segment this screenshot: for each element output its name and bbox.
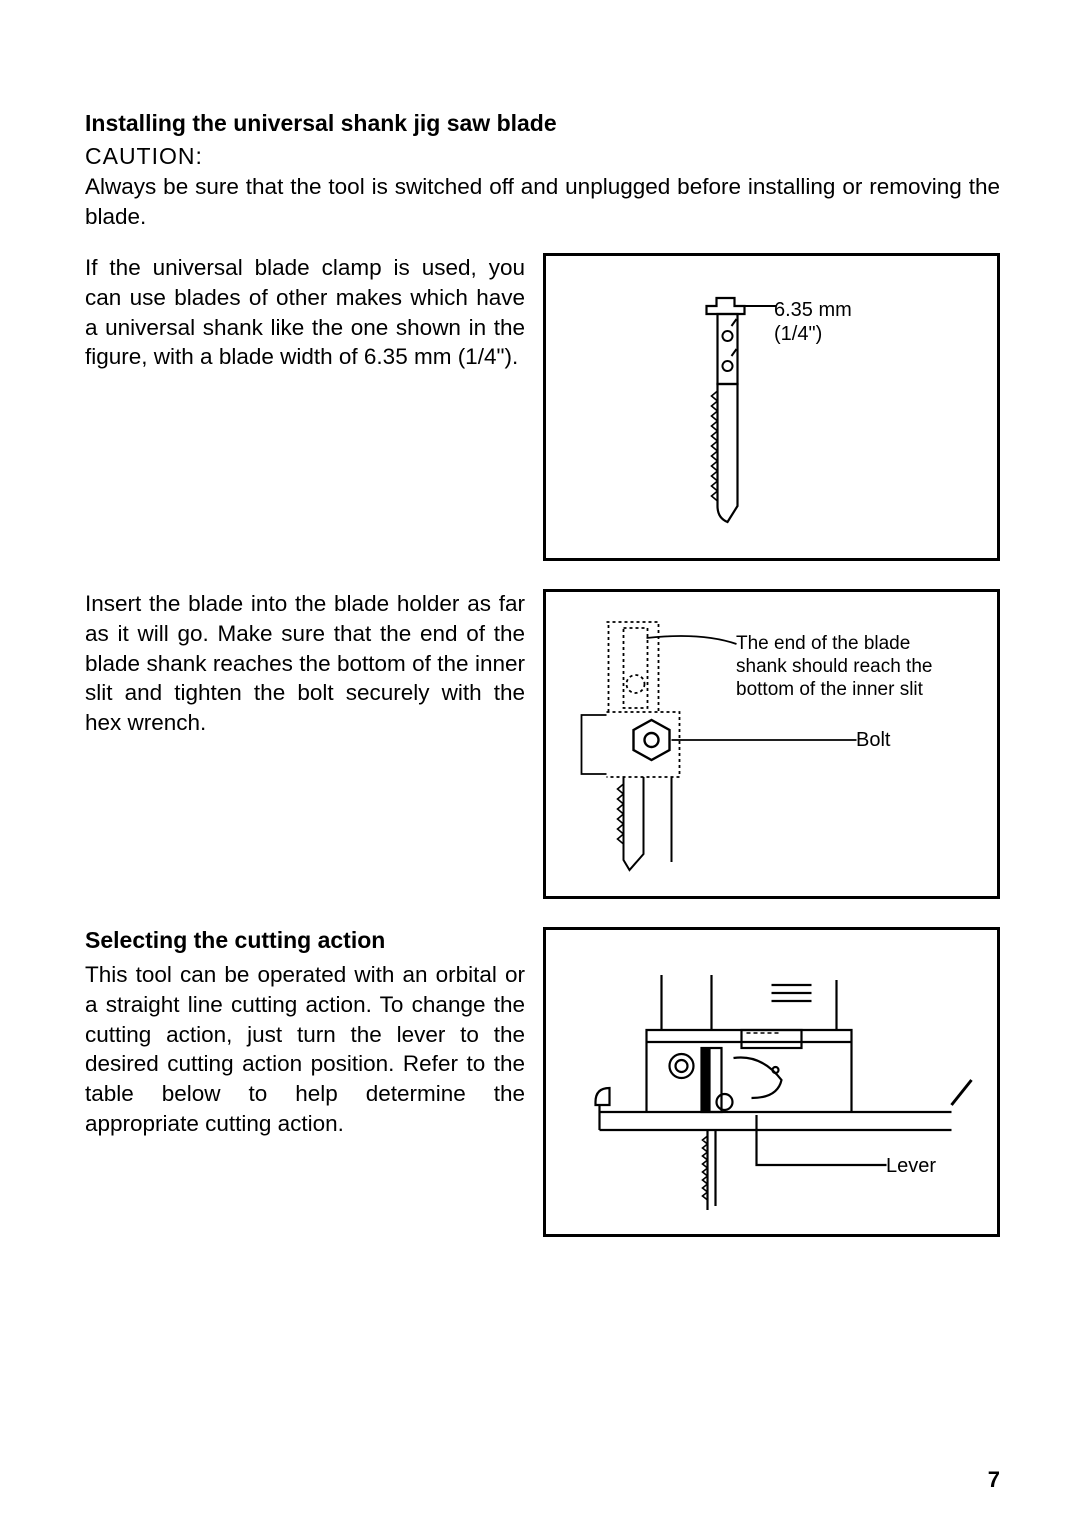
row3-figure-wrap: Lever (543, 927, 1000, 1237)
row-3: Selecting the cutting action This tool c… (85, 927, 1000, 1237)
page-number: 7 (988, 1467, 1000, 1493)
para1: If the universal blade clamp is used, yo… (85, 253, 525, 372)
row2-figure-wrap: The end of the blade shank should reach … (543, 589, 1000, 899)
figure-2: The end of the blade shank should reach … (543, 589, 1000, 899)
row-2: Insert the blade into the blade holder a… (85, 589, 1000, 899)
page: Installing the universal shank jig saw b… (0, 0, 1080, 1533)
section1-heading: Installing the universal shank jig saw b… (85, 110, 1000, 137)
row3-text: Selecting the cutting action This tool c… (85, 927, 543, 1138)
caution-label: CAUTION: (85, 143, 1000, 170)
para2: Insert the blade into the blade holder a… (85, 589, 525, 737)
fig2-callout1-l1: The end of the blade (736, 632, 910, 656)
section2-para: This tool can be operated with an orbita… (85, 960, 525, 1138)
row1-text: If the universal blade clamp is used, yo… (85, 253, 543, 372)
figure-1: 6.35 mm (1/4") (543, 253, 1000, 561)
fig1-svg (546, 256, 997, 558)
fig1-dim2: (1/4") (774, 322, 822, 347)
row1-figure-wrap: 6.35 mm (1/4") (543, 253, 1000, 561)
fig2-callout2: Bolt (856, 728, 890, 753)
fig2-callout1-l2: shank should reach the (736, 655, 932, 679)
row2-text: Insert the blade into the blade holder a… (85, 589, 543, 737)
caution-text: Always be sure that the tool is switched… (85, 172, 1000, 231)
section2-heading: Selecting the cutting action (85, 927, 525, 954)
row-1: If the universal blade clamp is used, yo… (85, 253, 1000, 561)
fig3-svg (546, 930, 997, 1234)
fig3-callout: Lever (886, 1154, 936, 1179)
fig2-callout1-l3: bottom of the inner slit (736, 678, 923, 702)
fig1-dim1: 6.35 mm (774, 298, 852, 323)
figure-3: Lever (543, 927, 1000, 1237)
